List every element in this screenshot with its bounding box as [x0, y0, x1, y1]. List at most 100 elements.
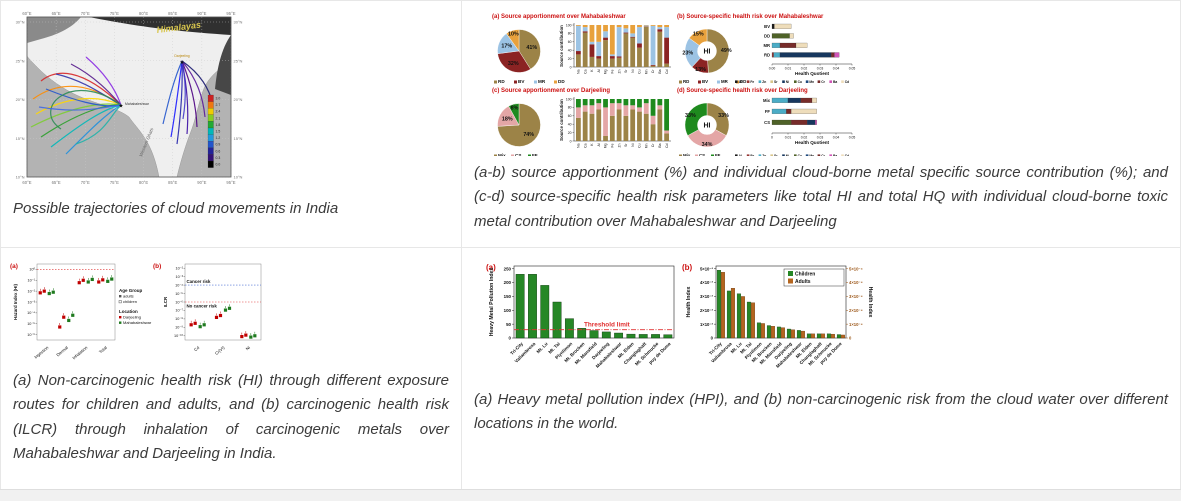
panel-a-mahabaleshwar-apportionment: (a) Source apportionment over Mahabalesh… — [492, 14, 671, 84]
svg-text:Sr: Sr — [774, 80, 778, 84]
svg-text:10⁻¹: 10⁻¹ — [28, 279, 36, 283]
svg-text:0.05: 0.05 — [849, 136, 856, 140]
svg-text:Cd: Cd — [193, 345, 201, 353]
svg-text:30°N: 30°N — [234, 20, 243, 25]
svg-text:13%: 13% — [695, 67, 706, 73]
svg-text:23%: 23% — [682, 51, 693, 57]
svg-text:Mg: Mg — [604, 143, 608, 148]
svg-text:Cu: Cu — [638, 69, 642, 73]
svg-text:10⁻³: 10⁻³ — [28, 300, 36, 304]
svg-text:Ni: Ni — [786, 154, 789, 156]
svg-text:2.7: 2.7 — [216, 103, 221, 107]
svg-text:(b): (b) — [682, 263, 693, 272]
svg-text:Zn: Zn — [617, 143, 621, 147]
svg-text:Cu: Cu — [798, 80, 802, 84]
svg-text:Cr(VI): Cr(VI) — [214, 345, 226, 356]
svg-text:MR: MR — [763, 43, 770, 48]
svg-text:Mg: Mg — [604, 69, 608, 74]
svg-text:4×10⁻²: 4×10⁻² — [700, 280, 714, 285]
svg-text:0.01: 0.01 — [785, 67, 792, 71]
svg-text:Cancer risk: Cancer risk — [187, 279, 211, 284]
hpi-bar-panel: (a) 0 50 100 150 200 250 Heavy Metal Pollution … — [486, 263, 675, 369]
svg-text:33%: 33% — [685, 113, 696, 119]
svg-text:25°N: 25°N — [234, 58, 243, 63]
svg-text:50: 50 — [506, 322, 511, 327]
svg-text:(a) Source apportionment over: (a) Source apportionment over Mahabalesh… — [492, 14, 626, 20]
svg-text:0.02: 0.02 — [801, 136, 808, 140]
svg-text:10⁻⁹: 10⁻⁹ — [175, 326, 183, 330]
svg-text:10°N: 10°N — [234, 175, 243, 180]
svg-text:★: ★ — [180, 59, 185, 66]
svg-text:K: K — [590, 69, 594, 72]
svg-text:HI: HI — [704, 123, 711, 130]
svg-text:Na: Na — [577, 69, 581, 73]
svg-text:children: children — [123, 299, 137, 304]
svg-text:Sr: Sr — [774, 154, 778, 156]
svg-text:Mix: Mix — [763, 98, 771, 103]
svg-text:10⁻²: 10⁻² — [176, 267, 184, 271]
svg-text:MR: MR — [538, 79, 546, 84]
svg-text:★: ★ — [119, 103, 124, 110]
svg-text:FF: FF — [715, 153, 721, 156]
svg-text:1×10⁻⁴: 1×10⁻⁴ — [849, 322, 863, 327]
svg-text:Mn: Mn — [644, 143, 648, 148]
svg-text:Zn: Zn — [762, 154, 766, 156]
svg-text:Total: Total — [98, 345, 108, 355]
svg-text:3×10⁻²: 3×10⁻² — [700, 294, 714, 299]
svg-text:60: 60 — [568, 114, 572, 118]
svg-text:1×10⁻²: 1×10⁻² — [700, 322, 714, 327]
svg-text:75°E: 75°E — [110, 180, 119, 185]
svg-text:95°E: 95°E — [226, 11, 235, 16]
svg-text:HI: HI — [704, 49, 711, 56]
svg-text:Fe: Fe — [611, 69, 615, 73]
grid-cell-hpi: (a) 0 50 100 150 200 250 Heavy Metal Pollution … — [461, 247, 1181, 490]
svg-text:15°N: 15°N — [16, 136, 25, 141]
svg-text:Ba: Ba — [658, 143, 662, 147]
svg-text:Darjeeling: Darjeeling — [174, 54, 189, 58]
svg-text:8%: 8% — [511, 105, 519, 111]
svg-text:Age Group: Age Group — [119, 288, 143, 293]
grid-cell-source: (a) Source apportionment over Mahabalesh… — [461, 0, 1181, 248]
svg-text:0: 0 — [711, 336, 714, 341]
svg-text:5×10⁻⁴: 5×10⁻⁴ — [849, 266, 863, 271]
svg-text:33%: 33% — [718, 113, 729, 119]
svg-text:Cd: Cd — [845, 80, 849, 84]
svg-text:Mahabaleshwar: Mahabaleshwar — [125, 102, 150, 106]
ilcr-panel: (b) ILCR 10⁻² 10⁻³ 10⁻⁴ 10⁻⁵ 10⁻⁶ 10⁻⁷ 10⁻⁸ 10⁻⁹ 1… — [153, 263, 262, 356]
svg-text:10⁻⁷: 10⁻⁷ — [175, 309, 183, 313]
svg-text:0.0: 0.0 — [216, 163, 221, 167]
svg-text:80°E: 80°E — [139, 180, 148, 185]
svg-text:100: 100 — [504, 308, 512, 313]
svg-text:41%: 41% — [526, 45, 537, 51]
svg-text:Cu: Cu — [798, 154, 802, 156]
svg-text:0: 0 — [849, 336, 852, 341]
svg-text:0: 0 — [509, 336, 512, 341]
svg-text:Ni: Ni — [631, 69, 635, 72]
svg-text:Mix: Mix — [683, 153, 691, 156]
svg-text:Health Index: Health Index — [867, 287, 873, 318]
source-apportionment-figure: (a) Source apportionment over Mahabalesh… — [492, 14, 855, 156]
svg-text:DD: DD — [764, 34, 770, 39]
svg-text:2×10⁻⁴: 2×10⁻⁴ — [849, 308, 863, 313]
svg-text:RD: RD — [764, 53, 770, 58]
svg-text:BV: BV — [764, 24, 770, 29]
svg-text:Sr: Sr — [624, 143, 628, 147]
svg-text:65°E: 65°E — [52, 180, 61, 185]
panel-d-darjeeling-health-risk: (d) Source-specific health risk over Dar… — [677, 88, 855, 156]
svg-text:(d) Source-specific health ris: (d) Source-specific health risk over Dar… — [677, 88, 808, 94]
svg-text:100: 100 — [566, 23, 572, 27]
svg-text:15°N: 15°N — [234, 136, 243, 141]
svg-text:60°E: 60°E — [22, 11, 31, 16]
panel-b-mahabaleshwar-health-risk: (b) Source-specific health risk over Mah… — [677, 14, 855, 84]
svg-text:Children: Children — [795, 272, 815, 278]
svg-text:Fe: Fe — [750, 154, 754, 156]
svg-text:10⁻³: 10⁻³ — [176, 275, 184, 279]
svg-text:0.6: 0.6 — [216, 149, 221, 153]
svg-text:Health Quotient: Health Quotient — [795, 140, 830, 145]
svg-text:adults: adults — [123, 294, 134, 299]
grid-cell-map: 60°E 60°E 65°E 65°E 70°E 70°E 75°E 75°E 80°E 80°E… — [0, 0, 462, 248]
health-risk-scatter-figure: (a) Hazard Index (HI) 10⁰ 10⁻¹ 10⁻² 10⁻³ 10⁻⁴ 1… — [10, 263, 262, 360]
svg-text:0.05: 0.05 — [849, 67, 856, 71]
